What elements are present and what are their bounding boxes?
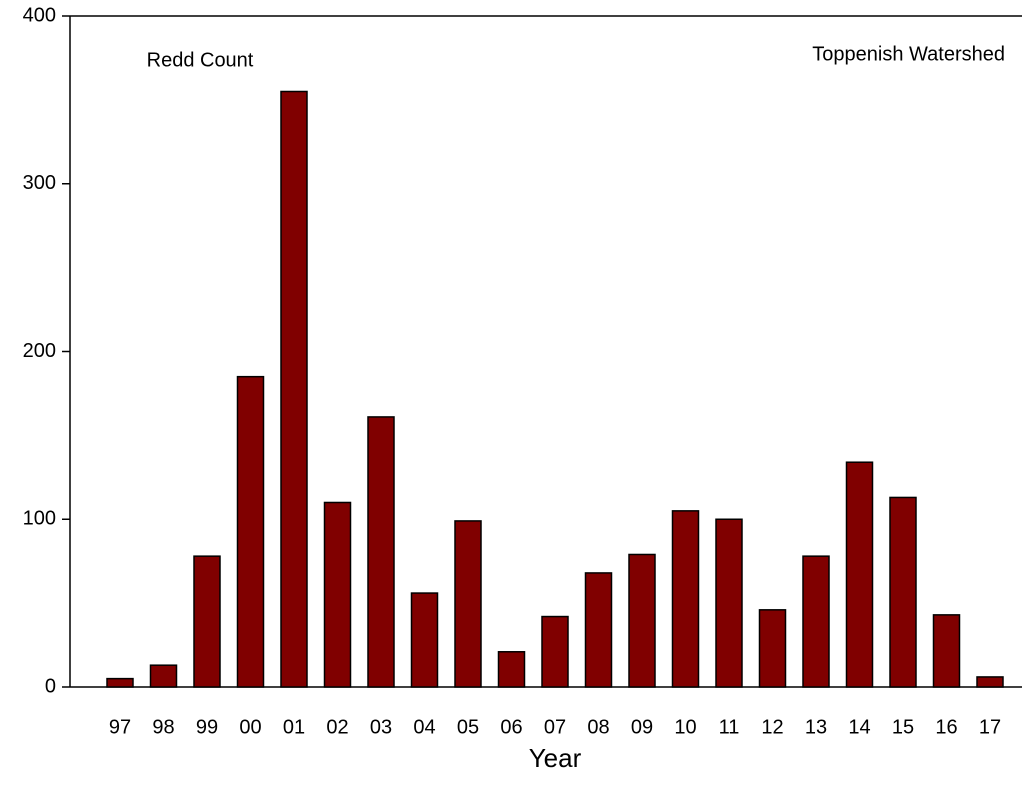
x-tick-label: 12 xyxy=(761,716,783,738)
bar xyxy=(976,676,1004,688)
bar xyxy=(889,496,917,688)
bar xyxy=(280,90,308,688)
x-tick-label: 09 xyxy=(631,716,653,738)
x-tick-label: 02 xyxy=(326,716,348,738)
x-tick-label: 07 xyxy=(544,716,566,738)
annotation: Redd Count xyxy=(147,49,254,71)
bar xyxy=(628,553,656,688)
bar xyxy=(802,555,830,688)
x-tick-label: 03 xyxy=(370,716,392,738)
bar xyxy=(193,555,221,688)
x-tick-label: 98 xyxy=(152,716,174,738)
y-tick-label: 200 xyxy=(23,340,56,362)
x-tick-label: 08 xyxy=(587,716,609,738)
bar xyxy=(932,614,961,688)
bar xyxy=(845,461,874,688)
bar xyxy=(671,510,700,688)
annotation: Toppenish Watershed xyxy=(812,43,1005,65)
y-tick-label: 0 xyxy=(45,675,56,697)
x-tick-label: 06 xyxy=(500,716,522,738)
x-tick-label: 99 xyxy=(196,716,218,738)
bar xyxy=(715,518,743,688)
bar xyxy=(584,572,613,688)
bar xyxy=(541,615,569,688)
bar xyxy=(323,501,352,688)
bar xyxy=(410,592,439,688)
bar xyxy=(149,664,178,688)
bar xyxy=(454,520,482,688)
x-tick-label: 14 xyxy=(848,716,870,738)
x-tick-label: 15 xyxy=(892,716,914,738)
bar xyxy=(497,651,526,688)
bar xyxy=(106,677,134,688)
y-tick-label: 100 xyxy=(23,508,56,530)
x-tick-label: 13 xyxy=(805,716,827,738)
x-tick-label: 97 xyxy=(109,716,131,738)
y-tick-label: 300 xyxy=(23,172,56,194)
x-tick-label: 01 xyxy=(283,716,305,738)
bar xyxy=(758,609,787,688)
x-axis-label: Year xyxy=(529,743,582,773)
bar xyxy=(367,416,395,688)
y-tick-label: 400 xyxy=(23,4,56,26)
x-tick-label: 04 xyxy=(413,716,435,738)
x-tick-label: 16 xyxy=(935,716,957,738)
x-tick-label: 11 xyxy=(719,716,740,738)
x-tick-label: 05 xyxy=(457,716,479,738)
bar xyxy=(236,375,265,688)
x-tick-label: 17 xyxy=(979,716,1001,738)
x-tick-label: 00 xyxy=(239,716,261,738)
x-tick-label: 10 xyxy=(674,716,696,738)
